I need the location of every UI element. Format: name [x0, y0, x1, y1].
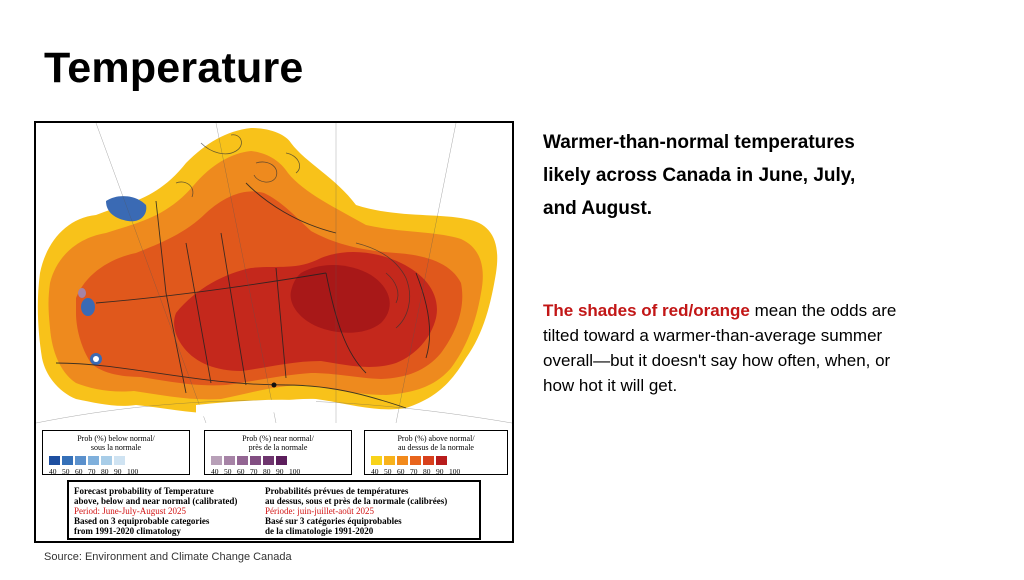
info-line: Probabilités prévues de températures: [265, 486, 409, 496]
legend-number: 50: [224, 467, 232, 476]
legend-number: 60: [237, 467, 245, 476]
info-line: de la climatologie 1991-2020: [265, 526, 374, 536]
swatch: [88, 456, 99, 465]
swatch: [397, 456, 408, 465]
swatch: [410, 456, 421, 465]
explanation-text: The shades of red/orange mean the odds a…: [543, 298, 1013, 398]
legend-near-normal: Prob (%) near normal/ près de la normale…: [204, 430, 352, 476]
legend-near-numbers: 40 50 60 70 80 90 100: [211, 467, 302, 476]
legend-number: 100: [289, 467, 301, 476]
info-english: Forecast probability of Temperature abov…: [74, 486, 237, 536]
body-text: mean the odds are: [749, 301, 897, 320]
legend-above-swatches: [371, 456, 449, 465]
legend-number: 60: [75, 467, 83, 476]
swatch: [101, 456, 112, 465]
legend-number: 70: [88, 467, 96, 476]
info-line: Forecast probability of Temperature: [74, 486, 214, 496]
info-french: Probabilités prévues de températures au …: [265, 486, 447, 536]
info-period: Période: juin-juillet-août 2025: [265, 506, 374, 516]
legend-number: 80: [263, 467, 271, 476]
forecast-map: Prob (%) below normal/ sous la normale 4…: [34, 121, 514, 543]
legend-near-title: Prob (%) near normal/ près de la normale: [242, 434, 314, 452]
headline: Warmer-than-normal temperatures likely a…: [543, 126, 963, 225]
legend-below-numbers: 40 50 60 70 80 90 100: [49, 467, 140, 476]
swatch: [276, 456, 287, 465]
info-line: from 1991-2020 climatology: [74, 526, 181, 536]
legend-near-swatches: [211, 456, 289, 465]
legend-number: 70: [250, 467, 258, 476]
swatch: [423, 456, 434, 465]
swatch: [250, 456, 261, 465]
swatch: [224, 456, 235, 465]
legend-number: 70: [410, 467, 418, 476]
swatch: [384, 456, 395, 465]
swatch: [237, 456, 248, 465]
body-line: how hot it will get.: [543, 376, 678, 395]
legend-number: 80: [423, 467, 431, 476]
legend-above-title: Prob (%) above normal/ au dessus de la n…: [397, 434, 475, 452]
legend-below-swatches: [49, 456, 127, 465]
info-period: Period: June-July-August 2025: [74, 506, 186, 516]
swatch: [62, 456, 73, 465]
swatch: [211, 456, 222, 465]
legend-number: 40: [371, 467, 379, 476]
legend-number: 40: [49, 467, 57, 476]
body-line: The shades of red/orange mean the odds a…: [543, 298, 1013, 323]
info-line: au dessus, sous et près de la normale (c…: [265, 496, 448, 506]
body-line: overall—but it doesn't say how often, wh…: [543, 351, 891, 370]
headline-line: likely across Canada in June, July,: [543, 165, 856, 186]
temperature-probability-map: [36, 123, 512, 541]
source-caption: Source: Environment and Climate Change C…: [44, 551, 292, 563]
headline-line: Warmer-than-normal temperatures: [543, 132, 855, 153]
legend-below-normal: Prob (%) below normal/ sous la normale 4…: [42, 430, 190, 476]
swatch: [436, 456, 447, 465]
legend-number: 50: [384, 467, 392, 476]
slide-title: Temperature: [44, 44, 304, 92]
info-line: Basé sur 3 catégories équiprobables: [265, 516, 402, 526]
legend-number: 90: [276, 467, 284, 476]
legend-number: 90: [436, 467, 444, 476]
body-line: tilted toward a warmer-than-average summ…: [543, 326, 883, 345]
headline-line: and August.: [543, 198, 653, 219]
info-line: above, below and near normal (calibrated…: [74, 496, 238, 506]
swatch: [114, 456, 125, 465]
swatch: [75, 456, 86, 465]
info-line: Based on 3 equiprobable categories: [74, 516, 210, 526]
legend-number: 40: [211, 467, 219, 476]
legend-number: 60: [397, 467, 405, 476]
legend-number: 100: [127, 467, 139, 476]
swatch: [371, 456, 382, 465]
legend-number: 50: [62, 467, 70, 476]
forecast-info-box: Forecast probability of Temperature abov…: [67, 480, 481, 540]
legend-number: 80: [101, 467, 109, 476]
swatch: [49, 456, 60, 465]
legend-below-title: Prob (%) below normal/ sous la normale: [77, 434, 155, 452]
legend-above-numbers: 40 50 60 70 80 90 100: [371, 467, 462, 476]
highlight-text: The shades of red/orange: [543, 301, 750, 320]
legend-number: 90: [114, 467, 122, 476]
legend-above-normal: Prob (%) above normal/ au dessus de la n…: [364, 430, 508, 476]
swatch: [263, 456, 274, 465]
legend-number: 100: [449, 467, 461, 476]
